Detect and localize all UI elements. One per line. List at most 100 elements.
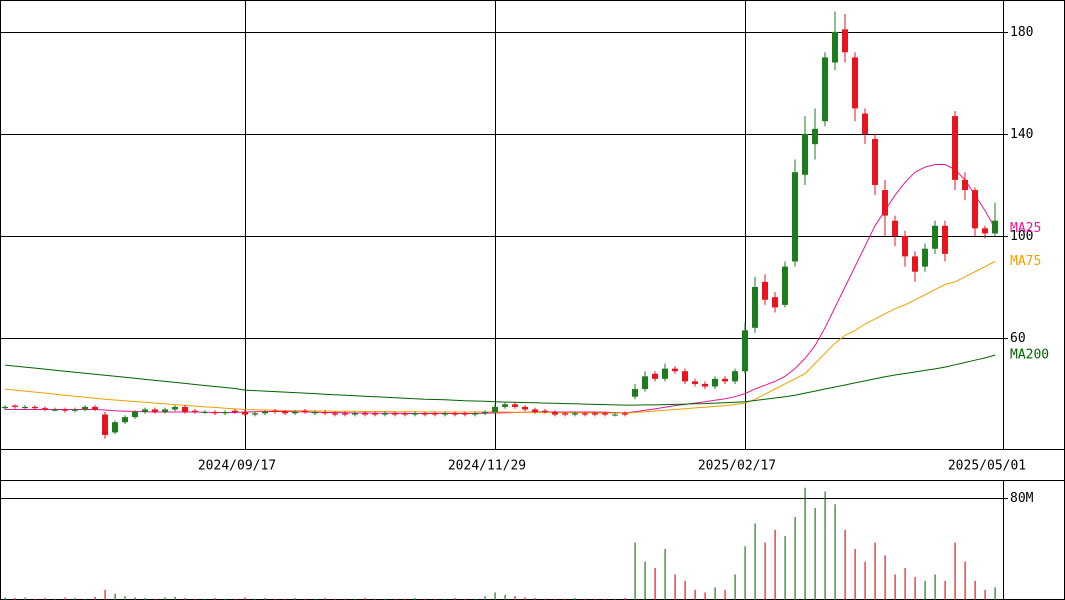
candle-body (932, 225, 938, 249)
candle-body (182, 406, 188, 413)
candle-body (122, 417, 128, 423)
candle-body (442, 413, 448, 415)
candle-body (282, 412, 288, 414)
candle-body (812, 128, 818, 145)
candle-body (572, 413, 578, 415)
candle-body (762, 281, 768, 300)
volume-bar (194, 598, 196, 600)
candle-body (592, 413, 598, 415)
volume-bar (814, 508, 816, 600)
volume-bar (834, 504, 836, 600)
candle-body (92, 406, 98, 410)
ma-line (4, 354, 996, 406)
volume-bar (764, 542, 766, 600)
volume-bar (234, 598, 236, 600)
candle-body (892, 220, 898, 236)
y-tick-label: 100 (1010, 229, 1033, 244)
volume-bar (434, 598, 436, 600)
candle-body (312, 412, 318, 414)
volume-bar (604, 598, 606, 600)
volume-bar (564, 598, 566, 600)
candle-body (192, 410, 198, 413)
candle-body (332, 413, 338, 415)
candle-body (112, 422, 118, 433)
volume-bar (884, 555, 886, 600)
candle-body (612, 414, 618, 416)
volume-bar (334, 598, 336, 600)
volume-bar (494, 592, 496, 600)
candle-body (752, 287, 758, 328)
volume-bar (714, 587, 716, 600)
candle-body (242, 412, 248, 415)
volume-bar (104, 589, 106, 600)
candle-body (302, 410, 308, 413)
candle-body (852, 57, 858, 109)
volume-bar (144, 598, 146, 600)
candle-body (672, 368, 678, 372)
volume-bar (624, 598, 626, 600)
candle-body (482, 412, 488, 414)
candle-body (682, 371, 688, 382)
x-tick-label: 2024/11/29 (448, 459, 526, 474)
candle-body (222, 412, 228, 414)
candle-body (632, 389, 638, 397)
volume-bar (324, 598, 326, 600)
volume-bar (164, 597, 166, 600)
volume-bar (774, 529, 776, 600)
volume-bar (54, 598, 56, 600)
volume-bar (174, 596, 176, 600)
candle-body (642, 376, 648, 390)
candle-body (712, 378, 718, 387)
candle-body (792, 172, 798, 262)
y-tick-label: 80M (1010, 491, 1034, 506)
volume-bar (784, 536, 786, 600)
ma-line (4, 261, 996, 414)
volume-bar (94, 596, 96, 600)
volume-bar (864, 561, 866, 600)
candle-body (292, 412, 298, 414)
volume-bar (504, 594, 506, 600)
volume-bar (44, 598, 46, 600)
candle-body (322, 412, 328, 414)
candle-body (382, 413, 388, 415)
volume-bar (704, 592, 706, 600)
volume-bar (254, 598, 256, 600)
volume-bar (294, 598, 296, 600)
volume-bar (924, 580, 926, 600)
volume-bar (614, 598, 616, 600)
volume-bar (844, 529, 846, 600)
volume-bar (14, 598, 16, 600)
candle-body (62, 409, 68, 411)
candle-body (832, 31, 838, 63)
candle-body (22, 406, 28, 409)
volume-bar (474, 598, 476, 600)
volume-bar (454, 598, 456, 600)
volume-bar (754, 523, 756, 600)
volume-bar (984, 589, 986, 600)
candle-body (42, 408, 48, 410)
legend-label: MA25 (1010, 221, 1041, 236)
candle-body (692, 381, 698, 384)
legend-label: MA200 (1010, 348, 1049, 363)
volume-bar (244, 597, 246, 600)
volume-bar (354, 598, 356, 600)
y-tick-label: 60 (1010, 331, 1026, 346)
candle-body (902, 235, 908, 257)
candle-body (982, 228, 988, 234)
candle-body (82, 406, 88, 410)
candle-body (52, 409, 58, 411)
volume-bar (514, 596, 516, 600)
volume-bar (264, 598, 266, 600)
candle-body (802, 133, 808, 175)
candle-body (462, 413, 468, 415)
volume-bar (344, 598, 346, 600)
candle-body (532, 409, 538, 413)
candle-body (342, 413, 348, 415)
volume-bar (954, 542, 956, 600)
volume-bar (734, 574, 736, 600)
candle-body (962, 179, 968, 191)
volume-bar (484, 596, 486, 600)
volume-bar (584, 598, 586, 600)
